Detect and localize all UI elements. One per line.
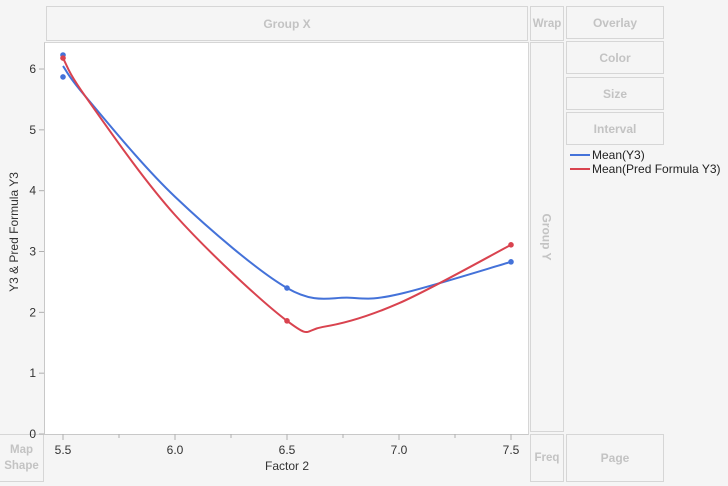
map-shape-drop-zone[interactable]: Map Shape — [0, 434, 44, 482]
legend-swatch-blue — [570, 154, 590, 156]
x-tick-label: 7.0 — [391, 443, 408, 457]
map-shape-line2: Shape — [4, 460, 39, 472]
plot-area[interactable] — [44, 42, 529, 435]
y-tick-label: 3 — [29, 245, 36, 259]
group-x-drop-zone[interactable]: Group X — [46, 6, 528, 41]
freq-drop-zone[interactable]: Freq — [530, 434, 564, 482]
wrap-drop-zone[interactable]: Wrap — [530, 6, 564, 41]
wrap-label: Wrap — [532, 17, 562, 30]
y-tick-label: 1 — [29, 366, 36, 380]
group-y-label: Group Y — [540, 213, 554, 261]
y-axis-title: Y3 & Pred Formula Y3 — [7, 172, 21, 292]
x-tick-label: 6.0 — [167, 443, 184, 457]
color-label: Color — [599, 50, 631, 65]
group-y-drop-zone[interactable]: Group Y — [530, 42, 564, 432]
y-tick-label: 6 — [29, 62, 36, 76]
map-shape-label: Map Shape — [4, 442, 39, 474]
x-tick-label: 6.5 — [279, 443, 296, 457]
y-tick-label: 4 — [29, 184, 36, 198]
x-axis-title: Factor 2 — [265, 459, 309, 473]
x-tick-label: 5.5 — [55, 443, 72, 457]
page-label: Page — [600, 451, 630, 465]
interval-drop-zone[interactable]: Interval — [566, 112, 664, 145]
legend-item-mean-y3[interactable]: Mean(Y3) — [570, 148, 721, 162]
legend-swatch-red — [570, 168, 590, 170]
legend-item-mean-pred-formula-y3[interactable]: Mean(Pred Formula Y3) — [570, 162, 721, 176]
freq-label: Freq — [534, 452, 560, 464]
y-tick-label: 2 — [29, 305, 36, 319]
legend-label: Mean(Pred Formula Y3) — [592, 162, 721, 176]
overlay-label: Overlay — [592, 15, 638, 30]
x-tick-label: 7.5 — [503, 443, 520, 457]
page-drop-zone[interactable]: Page — [566, 434, 664, 482]
size-label: Size — [602, 86, 627, 101]
interval-label: Interval — [593, 121, 637, 136]
size-drop-zone[interactable]: Size — [566, 77, 664, 110]
map-shape-line1: Map — [9, 444, 33, 456]
legend: Mean(Y3) Mean(Pred Formula Y3) — [570, 148, 721, 176]
legend-label: Mean(Y3) — [592, 148, 645, 162]
y-tick-label: 5 — [29, 123, 36, 137]
x-axis: 5.5 6.0 6.5 7.0 7.5 — [55, 434, 520, 457]
color-drop-zone[interactable]: Color — [566, 41, 664, 74]
group-x-label: Group X — [263, 16, 311, 31]
overlay-drop-zone[interactable]: Overlay — [566, 6, 664, 39]
